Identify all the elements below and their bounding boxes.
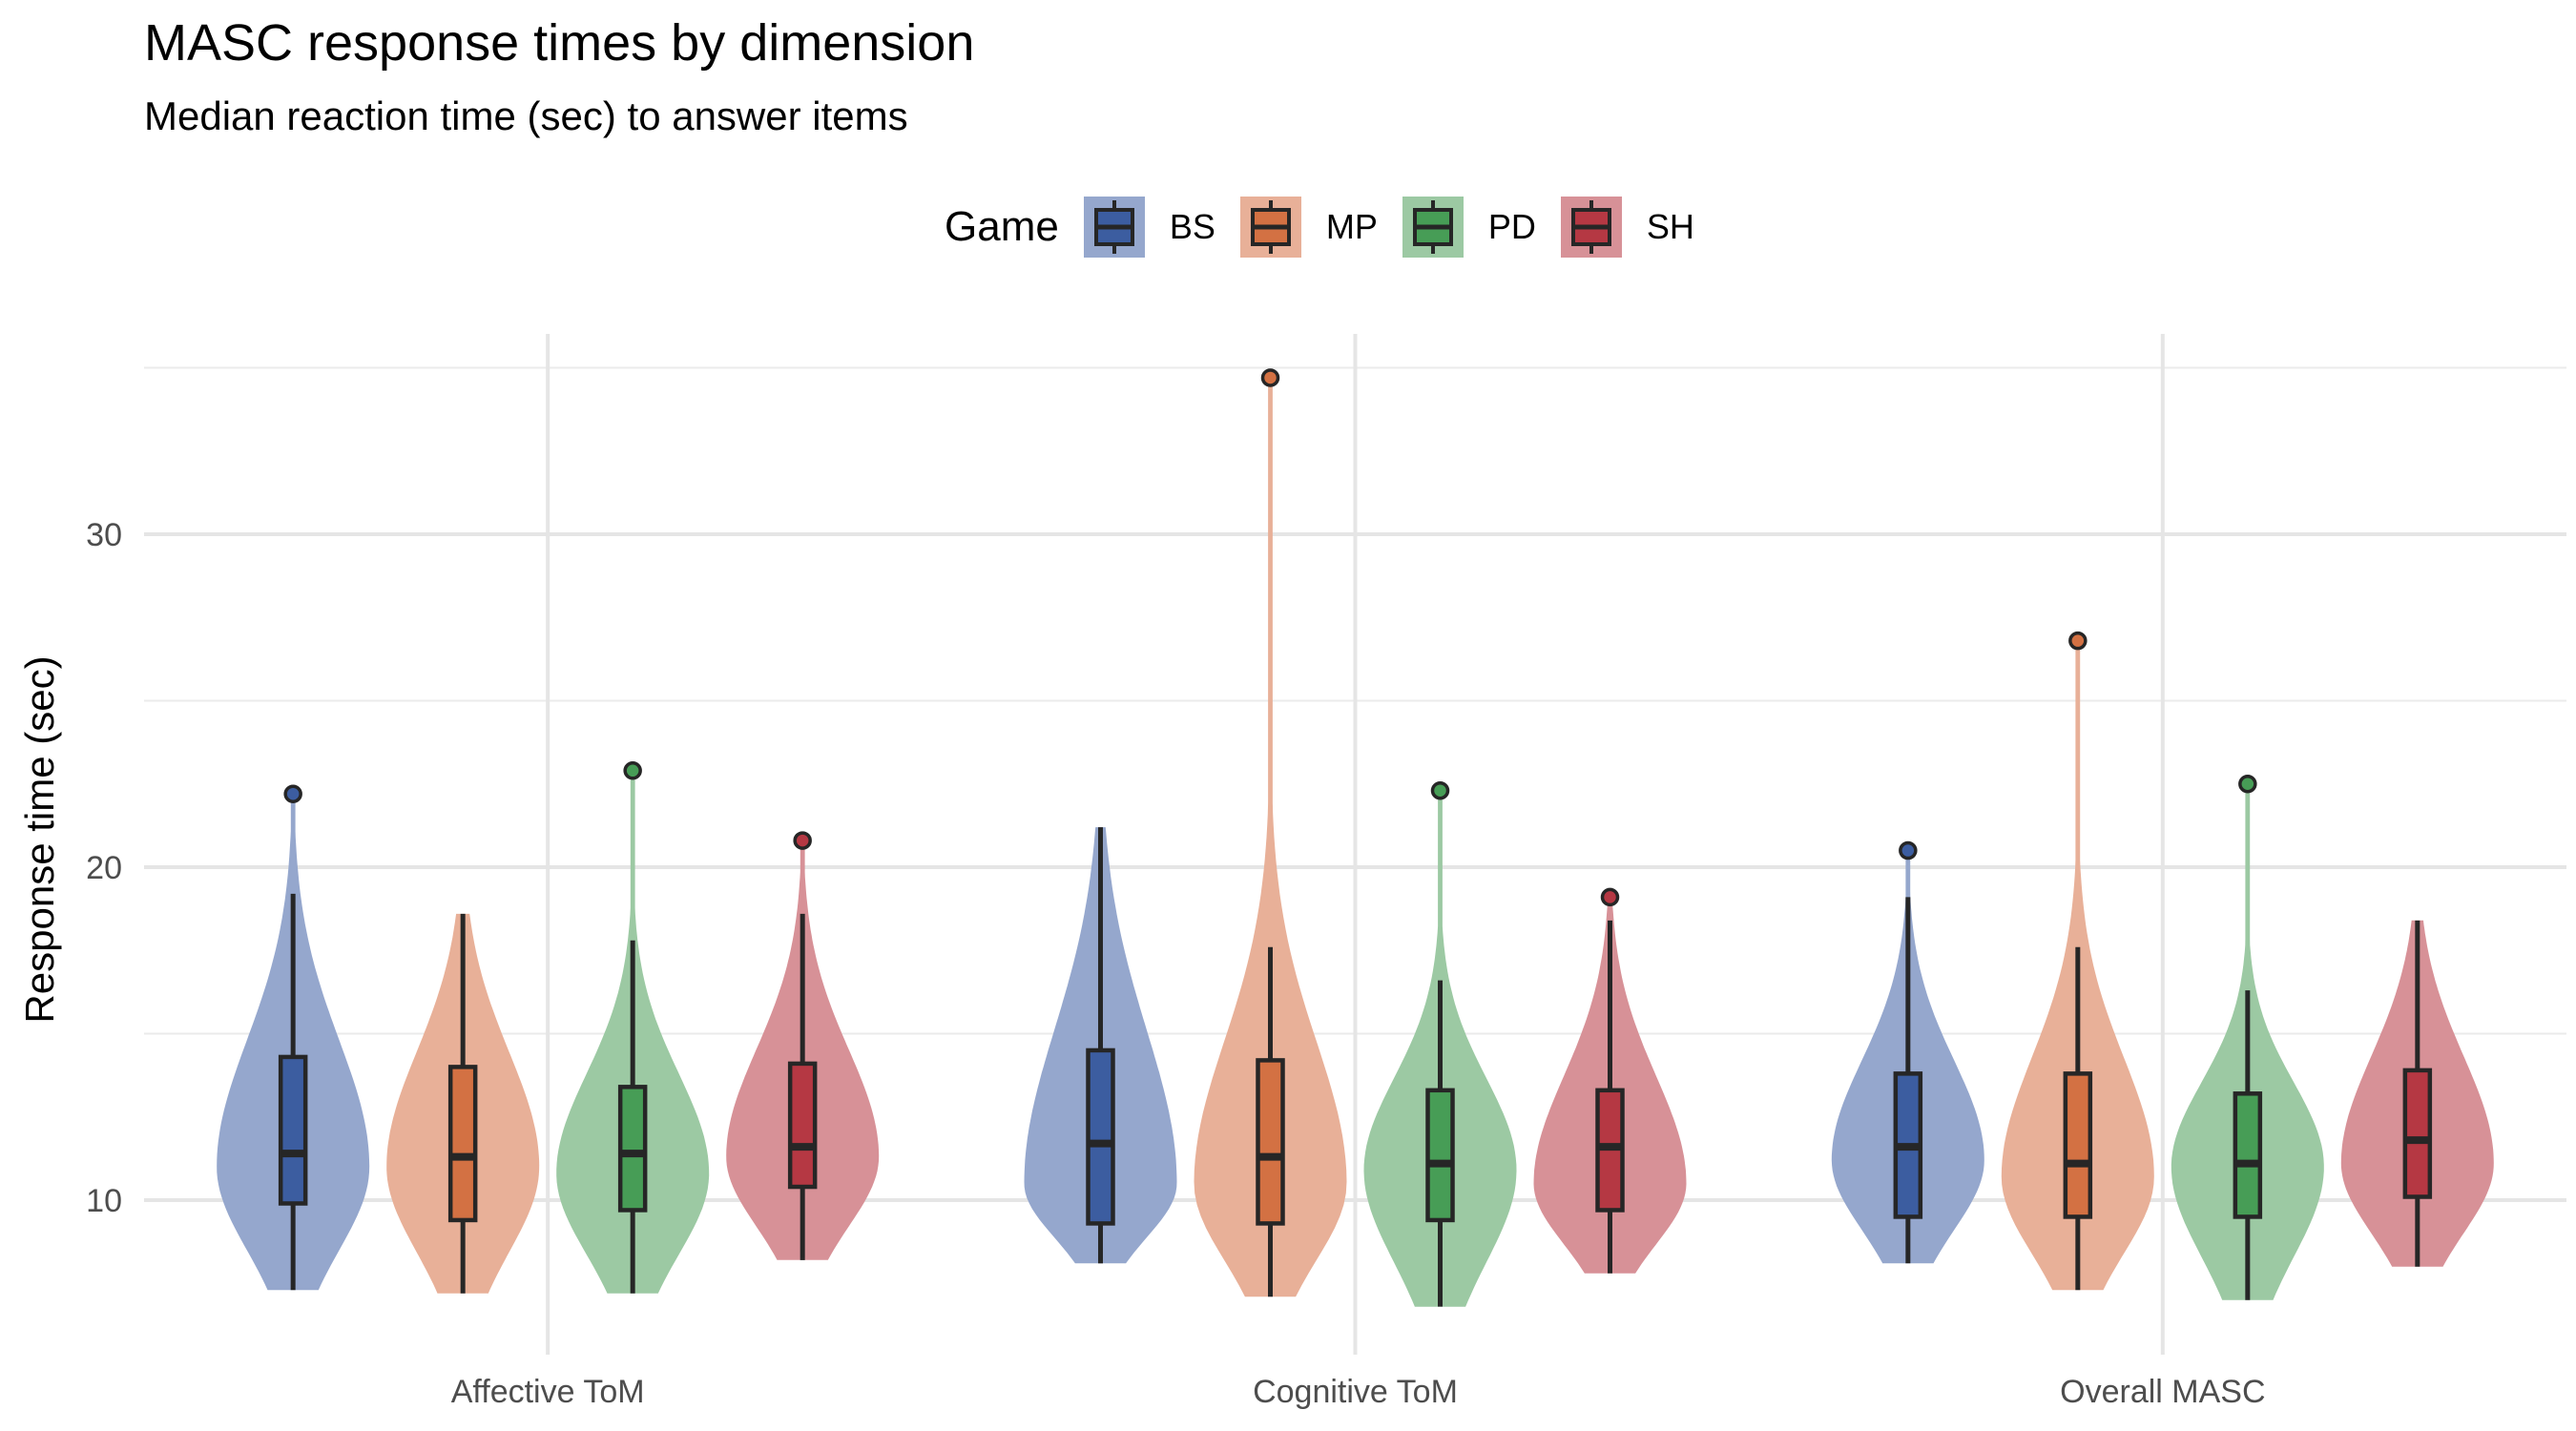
box-mp: [1256, 1058, 1285, 1226]
outlier-point: [1600, 887, 1620, 907]
outlier-point: [2068, 631, 2088, 651]
box-mp: [2063, 1071, 2093, 1219]
legend-item-pd: PD: [1402, 197, 1536, 258]
violin-mp: [1194, 378, 1347, 1297]
grid-lines: [144, 334, 2566, 1355]
box-bs: [1086, 1047, 1115, 1226]
box-sh: [2402, 1068, 2433, 1199]
outlier-point: [793, 831, 812, 850]
y-tick-labels: 10 20 30: [86, 517, 122, 1219]
x-tick-label: Overall MASC: [2060, 1374, 2265, 1410]
y-tick-label: 20: [86, 850, 122, 886]
x-tick-label: Cognitive ToM: [1253, 1374, 1458, 1410]
chart-subtitle: Median reaction time (sec) to answer ite…: [144, 93, 908, 138]
legend-label-bs: BS: [1169, 207, 1215, 246]
box-pd: [1425, 1088, 1455, 1223]
y-tick-label: 10: [86, 1183, 122, 1219]
legend-label-sh: SH: [1646, 207, 1694, 246]
y-tick-label: 30: [86, 517, 122, 553]
legend-key-bs: [1083, 197, 1145, 258]
legend-key-sh: [1560, 197, 1622, 258]
y-axis-label: Response time (sec): [17, 655, 62, 1023]
legend-key-mp: [1239, 197, 1301, 258]
outlier-point: [283, 784, 302, 803]
legend-item-bs: BS: [1083, 197, 1215, 258]
violins: [217, 368, 2494, 1307]
legend-item-mp: MP: [1239, 197, 1378, 258]
box-mp: [447, 1065, 478, 1223]
legend-title: Game: [945, 203, 1059, 250]
legend: Game BS MP PD SH: [945, 196, 1719, 259]
x-tick-labels: Affective ToM Cognitive ToM Overall MASC: [451, 1374, 2266, 1410]
outlier-point: [623, 761, 642, 780]
box-bs: [278, 1054, 308, 1206]
outlier-point: [1260, 368, 1280, 387]
box-pd: [617, 1085, 648, 1213]
legend-key-pd: [1402, 197, 1464, 258]
legend-label-mp: MP: [1325, 207, 1378, 246]
outlier-point: [2238, 775, 2257, 794]
box-pd: [2233, 1091, 2263, 1219]
outlier-point: [1430, 780, 1450, 800]
chart-title: MASC response times by dimension: [144, 14, 975, 72]
legend-label-pd: PD: [1487, 207, 1536, 246]
box-sh: [787, 1061, 818, 1190]
x-tick-label: Affective ToM: [451, 1374, 645, 1410]
outlier-point: [1899, 840, 1918, 861]
legend-item-sh: SH: [1560, 197, 1694, 258]
